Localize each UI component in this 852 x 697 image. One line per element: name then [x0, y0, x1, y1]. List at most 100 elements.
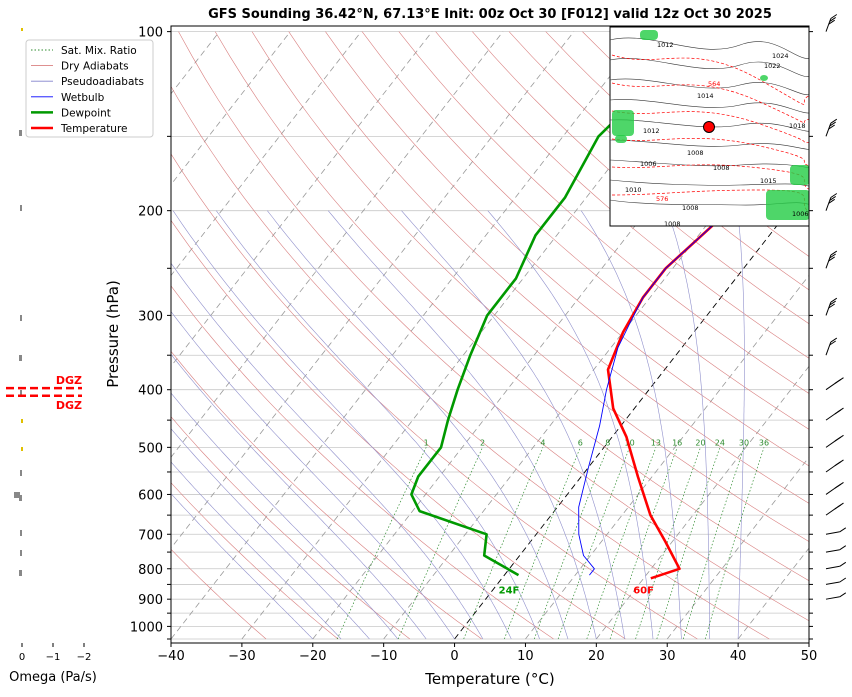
pseudoadiabat [737, 210, 745, 639]
wind-barb-shaft [825, 531, 840, 535]
pseudoadiabat [267, 210, 569, 640]
wind-barb [825, 592, 847, 600]
mixing-ratio-line [533, 447, 609, 640]
wind-barb [825, 250, 838, 269]
legend-entry-label: Pseudoadiabats [61, 76, 144, 88]
wind-barb-feather [830, 118, 838, 124]
dry-adiabat [214, 31, 809, 582]
mixing-ratio-label: 1 [424, 438, 429, 447]
wind-barb-feather [829, 253, 836, 259]
wind-barb-feather [839, 577, 847, 583]
wind-barb-shaft [825, 549, 840, 553]
isobar-value-label: 576 [656, 195, 668, 203]
omega-bar [20, 470, 22, 476]
pseudoadiabat [172, 210, 512, 640]
isotherm-line [171, 31, 646, 640]
mixing-ratio-label: 24 [715, 438, 725, 447]
isobar-value-label: 1012 [657, 41, 674, 49]
wind-barb-feather [830, 337, 838, 343]
dry-adiabat [472, 31, 809, 325]
mixing-ratio-line [336, 447, 427, 640]
omega-bar [19, 355, 22, 361]
series-wetbulb-line [578, 137, 809, 576]
location-marker [703, 121, 715, 133]
mixing-ratio-label: 36 [759, 438, 769, 447]
mixing-ratio-line [656, 447, 721, 640]
wind-barb-feather [834, 436, 842, 442]
isobar-value-label: 1018 [789, 122, 806, 130]
dry-adiabat [361, 31, 809, 430]
wind-barb-shaft [825, 341, 832, 356]
y-tick-label: 200 [138, 205, 163, 220]
isobar-value-label: 1022 [764, 62, 781, 70]
pseudoadiabat [216, 210, 540, 640]
dry-adiabat [171, 285, 554, 640]
y-tick-label: 700 [138, 528, 163, 543]
wind-barb-feather [829, 300, 836, 306]
y-tick-label: 400 [138, 384, 163, 399]
series-dewpoint-line [410, 30, 717, 577]
mixing-ratio-label: 13 [651, 438, 661, 447]
wind-barb-shaft [825, 565, 840, 570]
legend-entry-label: Dewpoint [61, 107, 111, 119]
isobar-value-label: 1006 [792, 210, 809, 218]
omega-bar [14, 492, 20, 498]
mixing-ratio-line [704, 447, 765, 640]
x-axis-label: Temperature (°C) [424, 670, 554, 688]
wind-barb-feather [828, 198, 835, 204]
wind-barb-shaft [825, 123, 832, 137]
legend-entry-label: Wetbulb [61, 92, 105, 104]
pseudoadiabat [487, 210, 654, 640]
wind-barb-feather [829, 195, 836, 201]
precip-area [612, 110, 634, 136]
legend: Sat. Mix. Ratio Dry Adiabats Pseudoadiabat… [25, 39, 154, 138]
wind-barbs [825, 14, 847, 600]
wind-barb-feather [829, 340, 836, 346]
mixing-ratio-label: 2 [480, 438, 485, 447]
isobar-contour [610, 78, 809, 95]
y-tick-label: 600 [138, 488, 163, 503]
pseudoadiabat [171, 493, 314, 640]
mixing-ratio-line [586, 447, 657, 640]
dry-adiabat [398, 31, 809, 394]
wind-barb [825, 481, 844, 495]
omega-bar [19, 495, 22, 501]
mixing-ratio-label: 10 [625, 438, 635, 447]
wind-barb [825, 407, 844, 421]
mixing-ratio-line [635, 447, 701, 640]
precip-area [615, 135, 627, 143]
precip-area [790, 165, 809, 185]
wind-barb-shaft [825, 197, 832, 211]
isobar-value-label: 1006 [640, 160, 657, 168]
pseudoadiabat [171, 262, 484, 640]
isobar-contour [610, 99, 809, 114]
mixing-ratio-label: 8 [605, 438, 610, 447]
isobar-value-label: 1008 [682, 204, 699, 212]
legend-box [25, 39, 154, 138]
legend-entry-label: Dry Adiabats [61, 61, 129, 73]
precip-area [640, 30, 658, 40]
x-tick-label: 0 [450, 649, 458, 664]
pseudoadiabat [171, 392, 399, 640]
wind-barb-feather [828, 303, 835, 309]
wind-barb [825, 297, 838, 316]
omega-axis-label: Omega (Pa/s) [9, 670, 97, 685]
wind-barb-feather [834, 378, 842, 384]
series-temperature-line [606, 136, 809, 580]
wind-barb-feather [839, 592, 847, 598]
isobar-value-label: 1024 [772, 52, 789, 60]
isotherm-line [454, 183, 809, 640]
omega-bar [20, 205, 22, 211]
mixing-ratio-label: 16 [672, 438, 682, 447]
wind-barb-feather [828, 124, 835, 130]
isobar-value-label: 1012 [643, 127, 660, 135]
wind-barb-shaft [825, 596, 840, 600]
wind-barb-shaft [825, 581, 840, 585]
wind-barb [825, 502, 844, 516]
precip-area [760, 75, 768, 81]
x-tick-label: 10 [517, 649, 534, 664]
isotherm-line [171, 31, 504, 458]
